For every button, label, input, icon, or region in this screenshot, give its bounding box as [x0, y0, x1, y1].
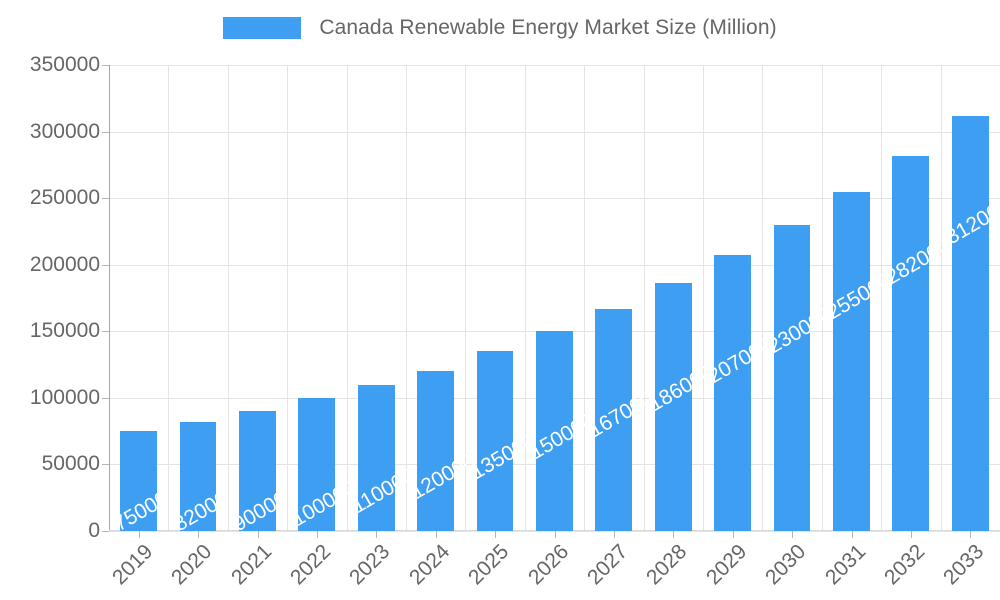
y-axis-tick-mark [102, 331, 109, 333]
x-axis-tick-label: 2031 [820, 540, 870, 590]
bar[interactable] [714, 255, 752, 531]
gridline-vertical [762, 65, 764, 531]
x-axis-tick-mark [732, 531, 734, 538]
gridline-horizontal [109, 65, 1000, 66]
x-axis-tick-label: 2023 [345, 540, 395, 590]
bar[interactable] [357, 384, 395, 531]
bar[interactable] [476, 351, 514, 531]
y-axis-tick-mark [102, 397, 109, 399]
gridline-vertical [287, 65, 289, 531]
x-axis-tick-label: 2019 [107, 540, 157, 590]
y-axis-tick-label: 0 [88, 519, 100, 542]
gridline-horizontal [109, 198, 1000, 200]
x-axis-tick-mark [376, 531, 378, 538]
legend-swatch-icon [223, 17, 302, 39]
bar[interactable] [536, 331, 573, 531]
gridline-vertical [821, 65, 823, 531]
x-axis-tick-mark [910, 531, 912, 538]
gridline-vertical [643, 65, 645, 531]
x-axis-tick-mark [613, 531, 615, 538]
gridline-horizontal [109, 131, 1000, 133]
x-axis-tick-mark [495, 531, 497, 538]
y-axis-tick-mark [102, 464, 109, 466]
x-axis-tick-label: 2032 [879, 540, 930, 590]
gridline-vertical [465, 65, 467, 531]
gridline-vertical [940, 65, 942, 531]
y-axis-tick-label: 100000 [29, 385, 100, 409]
y-axis-line [109, 65, 110, 531]
y-axis-tick-label: 250000 [29, 186, 100, 210]
y-axis-tick-mark [102, 264, 109, 266]
gridline-horizontal [109, 264, 1000, 266]
y-axis-tick-label: 200000 [29, 252, 100, 276]
x-axis-tick-label: 2030 [761, 540, 811, 590]
y-axis-tick-mark [102, 65, 109, 66]
plot-area: 75000 82000 90000 100000 110000 120000 135000 1… [109, 65, 1000, 536]
bar[interactable] [773, 224, 811, 531]
gridline-vertical [703, 65, 704, 531]
x-axis-tick-label: 2028 [642, 540, 692, 590]
gridline-vertical [584, 65, 586, 531]
x-axis-tick-label: 2033 [939, 540, 989, 590]
x-axis-tick-mark [435, 531, 437, 538]
x-axis-tick-mark [792, 531, 794, 538]
y-axis-tick-mark [102, 531, 109, 532]
gridline-vertical [168, 65, 170, 531]
x-axis-ticks [109, 531, 1000, 539]
x-axis-tick-label: 2021 [226, 540, 276, 590]
x-axis-tick-mark [851, 531, 853, 538]
x-axis-tick-mark [257, 531, 259, 538]
x-axis-tick-mark [673, 531, 675, 538]
x-axis-tick-mark [198, 531, 200, 538]
bar[interactable] [892, 155, 930, 531]
gridline-vertical [524, 65, 526, 531]
x-axis-tick-mark [970, 531, 972, 538]
y-axis-tick-label: 350000 [29, 53, 100, 76]
x-axis-tick-label: 2022 [285, 540, 336, 590]
y-axis-tick-label: 150000 [29, 319, 100, 343]
legend-label: Canada Renewable Energy Market Size (Mil… [319, 16, 777, 39]
x-axis-tick-label: 2026 [523, 540, 573, 590]
gridline-vertical [406, 65, 407, 531]
bar[interactable] [833, 191, 870, 531]
x-axis-tick-mark [554, 531, 556, 538]
bar[interactable] [179, 421, 217, 531]
y-axis-ticks [0, 65, 110, 532]
gridline-vertical [881, 65, 883, 531]
y-axis-tick-mark [102, 198, 109, 200]
x-axis-tick-label: 2025 [464, 540, 514, 590]
y-axis-tick-mark [102, 131, 109, 133]
y-axis-labels: 0 50000 100000 150000 200000 250000 300000 3500… [0, 53, 100, 542]
bar[interactable] [654, 283, 692, 531]
gridline-vertical [227, 65, 229, 531]
bar[interactable] [120, 431, 158, 531]
x-axis-tick-label: 2020 [167, 540, 217, 590]
y-axis-tick-label: 50000 [41, 452, 100, 476]
x-axis-tick-label: 2027 [582, 540, 633, 590]
bar[interactable] [417, 371, 455, 531]
bar[interactable] [239, 411, 276, 531]
x-axis-labels: 2019 2020 2021 2022 2023 2024 2025 2026 2027 2028… [108, 540, 1000, 600]
x-axis-tick-label: 2029 [701, 540, 751, 590]
x-axis-tick-label: 2024 [404, 540, 454, 590]
gridline-vertical [346, 65, 348, 531]
bar[interactable] [951, 115, 989, 531]
bar[interactable] [595, 308, 633, 531]
chart-legend: Canada Renewable Energy Market Size (Mil… [0, 14, 1000, 42]
x-axis-tick-mark [316, 531, 318, 538]
bar[interactable] [298, 397, 336, 531]
y-axis-tick-label: 300000 [29, 119, 100, 143]
x-axis-tick-mark [138, 531, 140, 538]
